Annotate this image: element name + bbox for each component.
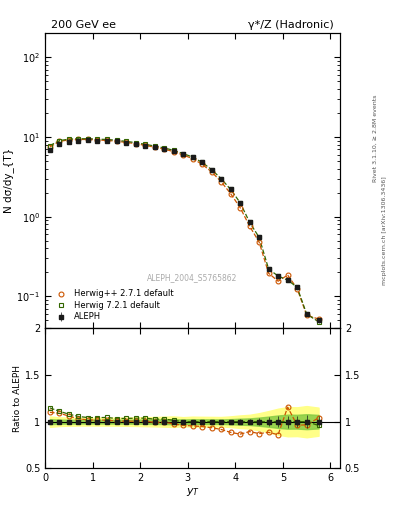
Herwig++ 2.7.1 default xyxy=(162,146,166,152)
Herwig++ 2.7.1 default xyxy=(133,141,138,147)
Herwig++ 2.7.1 default xyxy=(209,169,214,175)
Herwig 7.2.1 default xyxy=(86,136,90,142)
Herwig 7.2.1 default xyxy=(133,140,138,146)
Herwig 7.2.1 default xyxy=(285,277,290,283)
Y-axis label: N dσ/dy_{T}: N dσ/dy_{T} xyxy=(3,148,14,214)
Text: mcplots.cern.ch [arXiv:1306.3436]: mcplots.cern.ch [arXiv:1306.3436] xyxy=(382,176,387,285)
Herwig 7.2.1 default xyxy=(200,159,204,165)
Herwig++ 2.7.1 default xyxy=(95,137,100,143)
Herwig 7.2.1 default xyxy=(171,147,176,154)
Y-axis label: Ratio to ALEPH: Ratio to ALEPH xyxy=(13,365,22,432)
Herwig++ 2.7.1 default xyxy=(238,204,242,210)
Herwig 7.2.1 default xyxy=(66,136,71,142)
Herwig++ 2.7.1 default xyxy=(143,142,147,148)
Herwig++ 2.7.1 default xyxy=(247,223,252,229)
Herwig 7.2.1 default xyxy=(257,234,261,241)
Herwig 7.2.1 default xyxy=(105,136,109,142)
Herwig++ 2.7.1 default xyxy=(171,148,176,155)
Herwig++ 2.7.1 default xyxy=(257,239,261,245)
Text: γ*/Z (Hadronic): γ*/Z (Hadronic) xyxy=(248,20,334,30)
Line: Herwig 7.2.1 default: Herwig 7.2.1 default xyxy=(48,136,321,324)
Herwig++ 2.7.1 default xyxy=(48,144,52,150)
Herwig 7.2.1 default xyxy=(316,318,321,325)
Herwig++ 2.7.1 default xyxy=(57,138,62,144)
Herwig++ 2.7.1 default xyxy=(295,286,299,292)
Herwig 7.2.1 default xyxy=(266,266,271,272)
Herwig 7.2.1 default xyxy=(124,138,129,144)
Herwig 7.2.1 default xyxy=(48,142,52,148)
Herwig 7.2.1 default xyxy=(181,151,185,157)
Text: Rivet 3.1.10, ≥ 2.8M events: Rivet 3.1.10, ≥ 2.8M events xyxy=(373,95,378,182)
Herwig++ 2.7.1 default xyxy=(266,270,271,276)
Herwig++ 2.7.1 default xyxy=(228,190,233,197)
Herwig 7.2.1 default xyxy=(143,141,147,147)
Text: 200 GeV ee: 200 GeV ee xyxy=(51,20,116,30)
Herwig 7.2.1 default xyxy=(295,284,299,290)
Herwig++ 2.7.1 default xyxy=(219,179,224,185)
Herwig++ 2.7.1 default xyxy=(114,138,119,144)
Herwig 7.2.1 default xyxy=(114,137,119,143)
Herwig++ 2.7.1 default xyxy=(304,312,309,318)
Herwig 7.2.1 default xyxy=(247,219,252,225)
Herwig 7.2.1 default xyxy=(162,145,166,151)
Herwig++ 2.7.1 default xyxy=(152,144,157,150)
Herwig++ 2.7.1 default xyxy=(276,278,281,284)
X-axis label: $y_T$: $y_T$ xyxy=(185,486,200,498)
Herwig 7.2.1 default xyxy=(304,311,309,317)
Line: Herwig++ 2.7.1 default: Herwig++ 2.7.1 default xyxy=(48,137,321,322)
Herwig 7.2.1 default xyxy=(95,136,100,142)
Legend: Herwig++ 2.7.1 default, Herwig 7.2.1 default, ALEPH: Herwig++ 2.7.1 default, Herwig 7.2.1 def… xyxy=(50,287,176,324)
Herwig++ 2.7.1 default xyxy=(66,137,71,143)
Text: ALEPH_2004_S5765862: ALEPH_2004_S5765862 xyxy=(147,273,238,283)
Herwig++ 2.7.1 default xyxy=(124,139,129,145)
Herwig++ 2.7.1 default xyxy=(86,136,90,142)
Herwig 7.2.1 default xyxy=(76,136,81,142)
Herwig++ 2.7.1 default xyxy=(285,272,290,278)
Herwig 7.2.1 default xyxy=(219,176,224,182)
Herwig 7.2.1 default xyxy=(228,186,233,193)
Herwig++ 2.7.1 default xyxy=(105,137,109,143)
Herwig++ 2.7.1 default xyxy=(76,136,81,142)
Herwig++ 2.7.1 default xyxy=(181,152,185,158)
Herwig 7.2.1 default xyxy=(238,200,242,206)
Herwig 7.2.1 default xyxy=(209,166,214,173)
Herwig++ 2.7.1 default xyxy=(190,156,195,162)
Herwig 7.2.1 default xyxy=(276,273,281,279)
Herwig++ 2.7.1 default xyxy=(200,161,204,167)
Herwig++ 2.7.1 default xyxy=(316,316,321,322)
Herwig 7.2.1 default xyxy=(190,154,195,160)
Herwig 7.2.1 default xyxy=(57,138,62,144)
Herwig 7.2.1 default xyxy=(152,143,157,149)
